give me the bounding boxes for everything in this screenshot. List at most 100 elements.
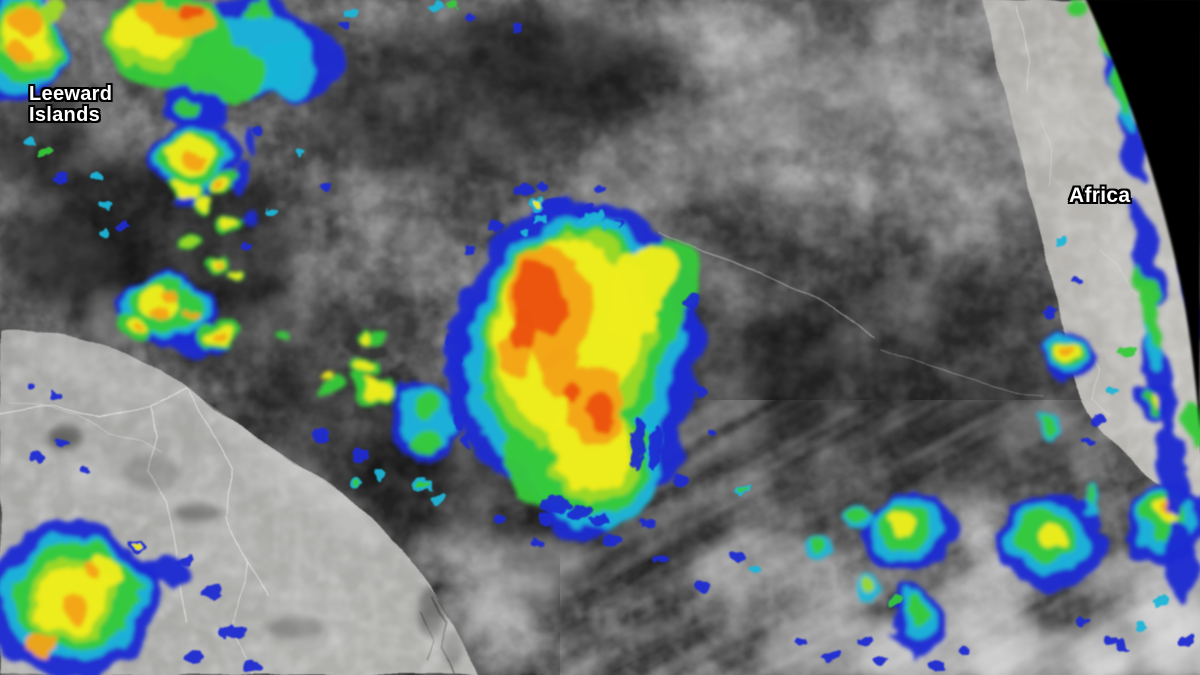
earth-limb-space xyxy=(1085,0,1200,430)
ir-blob xyxy=(163,287,181,299)
ir-blob xyxy=(887,513,913,533)
ir-blob xyxy=(133,556,187,588)
ir-speck xyxy=(793,636,807,646)
ir-blob xyxy=(349,375,367,389)
ir-speck xyxy=(858,636,874,646)
ir-speck xyxy=(1177,635,1195,647)
ir-speck xyxy=(640,517,656,527)
ir-blob xyxy=(355,329,367,339)
ir-speck xyxy=(493,515,507,525)
gray-cloud-patch xyxy=(20,191,64,213)
ir-speck xyxy=(446,1,458,9)
ir-speck xyxy=(351,479,361,487)
ir-speck xyxy=(25,138,35,146)
ir-blob xyxy=(81,561,99,577)
ir-blob xyxy=(354,356,376,372)
land-shadow-patch xyxy=(173,504,221,522)
ir-speck xyxy=(55,171,69,181)
ir-speck xyxy=(822,650,840,662)
ir-speck xyxy=(648,428,662,472)
ir-blob xyxy=(1065,0,1085,13)
ir-speck xyxy=(39,148,51,156)
ir-blob xyxy=(316,370,328,380)
ir-blob xyxy=(6,43,28,69)
ir-speck xyxy=(467,14,477,22)
ir-blob xyxy=(512,310,536,350)
ir-speck xyxy=(186,650,206,662)
ir-blob xyxy=(504,434,558,506)
streak-cloud-field xyxy=(560,400,1200,675)
land-shadow-patch xyxy=(122,454,182,490)
ir-speck xyxy=(430,494,444,504)
land-shadow-patch xyxy=(47,425,83,449)
ir-blob xyxy=(157,5,215,41)
ir-blob xyxy=(1182,398,1200,450)
ir-speck xyxy=(671,474,689,486)
ir-blob xyxy=(174,98,202,114)
ir-blob xyxy=(184,2,202,16)
gray-cloud-patch xyxy=(857,160,993,250)
gray-cloud-patch xyxy=(376,215,484,289)
ir-speck xyxy=(338,22,350,30)
label-leeward-line2: Islands xyxy=(29,104,101,126)
ir-speck xyxy=(630,419,646,471)
ir-speck xyxy=(520,228,530,236)
ir-blob xyxy=(1155,426,1187,518)
ir-blob xyxy=(1165,520,1197,604)
ir-speck xyxy=(1091,416,1105,426)
ir-blob xyxy=(1116,101,1150,183)
land-shadow-patch xyxy=(267,617,323,639)
ir-speck xyxy=(568,504,592,520)
ir-speck xyxy=(1070,277,1082,285)
ir-speck xyxy=(705,427,719,437)
ir-speck xyxy=(131,543,141,549)
ir-speck xyxy=(428,3,444,13)
ir-speck xyxy=(1113,641,1129,651)
ir-blob xyxy=(589,393,619,431)
land-highlight-patch xyxy=(12,338,108,382)
ir-speck xyxy=(531,538,545,548)
ir-blob xyxy=(849,508,865,520)
ir-speck xyxy=(177,555,195,567)
ir-speck xyxy=(90,172,102,180)
ir-blob xyxy=(865,578,879,596)
ir-speck xyxy=(1081,437,1093,445)
ir-speck xyxy=(664,414,676,442)
ir-speck xyxy=(117,222,127,230)
ir-speck xyxy=(653,556,669,566)
ir-speck xyxy=(533,199,543,207)
ir-speck xyxy=(1075,616,1089,626)
ir-speck xyxy=(1105,637,1117,645)
ir-speck xyxy=(727,550,745,562)
gray-cloud-patch xyxy=(681,22,859,98)
label-leeward-line1: Leeward xyxy=(29,83,113,105)
ir-blob xyxy=(316,377,344,399)
cloud-streak-1 xyxy=(659,231,873,337)
land-highlight-patch xyxy=(62,463,128,501)
ir-speck xyxy=(536,183,550,193)
ir-speck xyxy=(602,535,622,547)
cloud-streak-2 xyxy=(879,349,1043,397)
gray-cloud-patch xyxy=(458,116,542,188)
ir-speck xyxy=(1056,237,1066,245)
dark-ocean-patch xyxy=(10,215,150,305)
ir-blob xyxy=(238,2,278,22)
ir-speck xyxy=(749,566,763,576)
label-africa: Africa xyxy=(1069,184,1131,207)
ir-speck xyxy=(50,392,62,400)
ir-speck xyxy=(1135,622,1147,630)
ir-speck xyxy=(452,412,464,428)
ir-blob xyxy=(217,182,229,190)
ir-speck xyxy=(738,486,746,492)
ir-speck xyxy=(874,656,888,666)
ir-blob xyxy=(130,325,142,335)
ir-blob xyxy=(62,593,88,619)
ir-speck xyxy=(99,228,109,236)
ir-speck xyxy=(463,246,477,256)
ir-speck xyxy=(266,208,278,216)
ir-speck xyxy=(352,450,368,462)
ir-speck xyxy=(320,182,330,190)
